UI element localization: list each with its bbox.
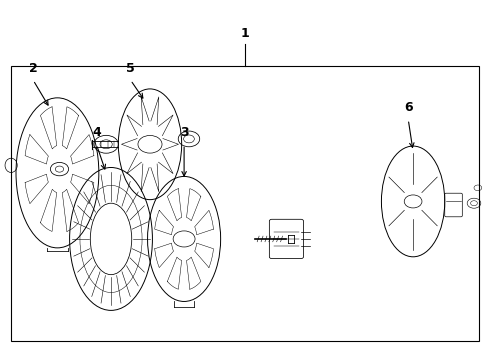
Text: 3: 3 (180, 126, 189, 139)
Text: 2: 2 (29, 62, 37, 75)
Text: 4: 4 (92, 126, 101, 139)
Bar (11, 66, 479, 341)
Text: 6: 6 (404, 101, 413, 114)
Text: 5: 5 (126, 62, 135, 75)
Text: 1: 1 (241, 27, 249, 40)
